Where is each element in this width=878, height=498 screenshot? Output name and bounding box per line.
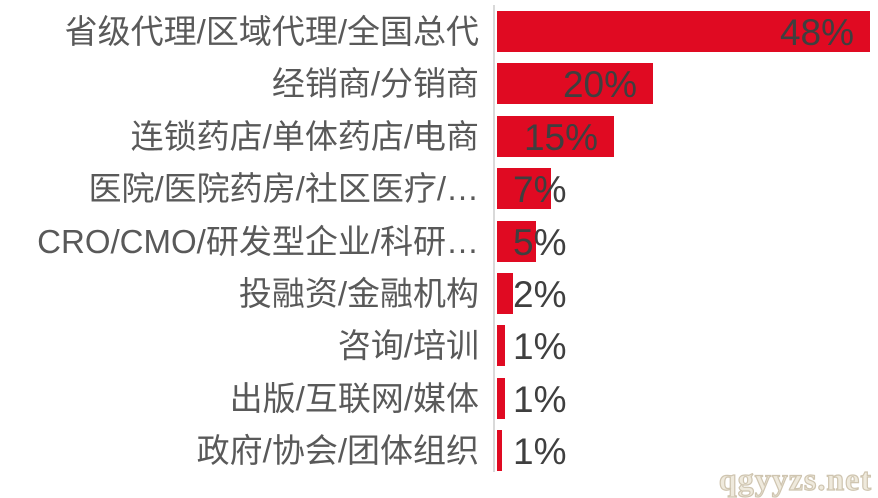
chart-row: 连锁药店/单体药店/电商 15% bbox=[0, 116, 878, 158]
chart-row: 咨询/培训 1% bbox=[0, 325, 878, 367]
bar bbox=[497, 63, 653, 104]
value-label: 2% bbox=[513, 274, 567, 315]
value-label: 1% bbox=[513, 326, 567, 367]
category-label: CRO/CMO/研发型企业/科研… bbox=[37, 223, 479, 260]
value-label: 48% bbox=[779, 12, 854, 53]
chart-row: 医院/医院药房/社区医疗/… 7% bbox=[0, 168, 878, 210]
value-label: 7% bbox=[513, 169, 567, 210]
category-label: 出版/互联网/媒体 bbox=[229, 380, 479, 417]
chart-row: 投融资/金融机构 2% bbox=[0, 273, 878, 315]
value-label: 20% bbox=[562, 64, 637, 105]
bar bbox=[497, 325, 505, 366]
bar bbox=[497, 11, 870, 52]
chart-row: CRO/CMO/研发型企业/科研… 5% bbox=[0, 221, 878, 263]
category-label: 咨询/培训 bbox=[337, 327, 479, 364]
chart-row: 政府/协会/团体组织 1% bbox=[0, 430, 878, 472]
bar bbox=[497, 221, 536, 262]
value-label: 5% bbox=[513, 222, 567, 263]
category-label: 投融资/金融机构 bbox=[238, 275, 479, 312]
category-label: 医院/医院药房/社区医疗/… bbox=[88, 170, 479, 207]
value-label: 15% bbox=[523, 117, 598, 158]
bar bbox=[497, 273, 513, 314]
watermark: qgyyzs.net bbox=[718, 460, 872, 497]
value-label: 1% bbox=[513, 379, 567, 420]
category-label: 经销商/分销商 bbox=[271, 65, 479, 102]
bar bbox=[497, 430, 502, 471]
chart-row: 省级代理/区域代理/全国总代 48% bbox=[0, 11, 878, 53]
category-label: 省级代理/区域代理/全国总代 bbox=[64, 13, 479, 50]
chart-row: 出版/互联网/媒体 1% bbox=[0, 378, 878, 420]
bar bbox=[497, 378, 505, 419]
category-label: 政府/协会/团体组织 bbox=[196, 432, 479, 469]
chart-row: 经销商/分销商 20% bbox=[0, 63, 878, 105]
bar bbox=[497, 116, 614, 157]
value-label: 1% bbox=[513, 431, 567, 472]
y-axis-line bbox=[493, 5, 495, 472]
bar bbox=[497, 168, 551, 209]
category-label: 连锁药店/单体药店/电商 bbox=[130, 118, 479, 155]
